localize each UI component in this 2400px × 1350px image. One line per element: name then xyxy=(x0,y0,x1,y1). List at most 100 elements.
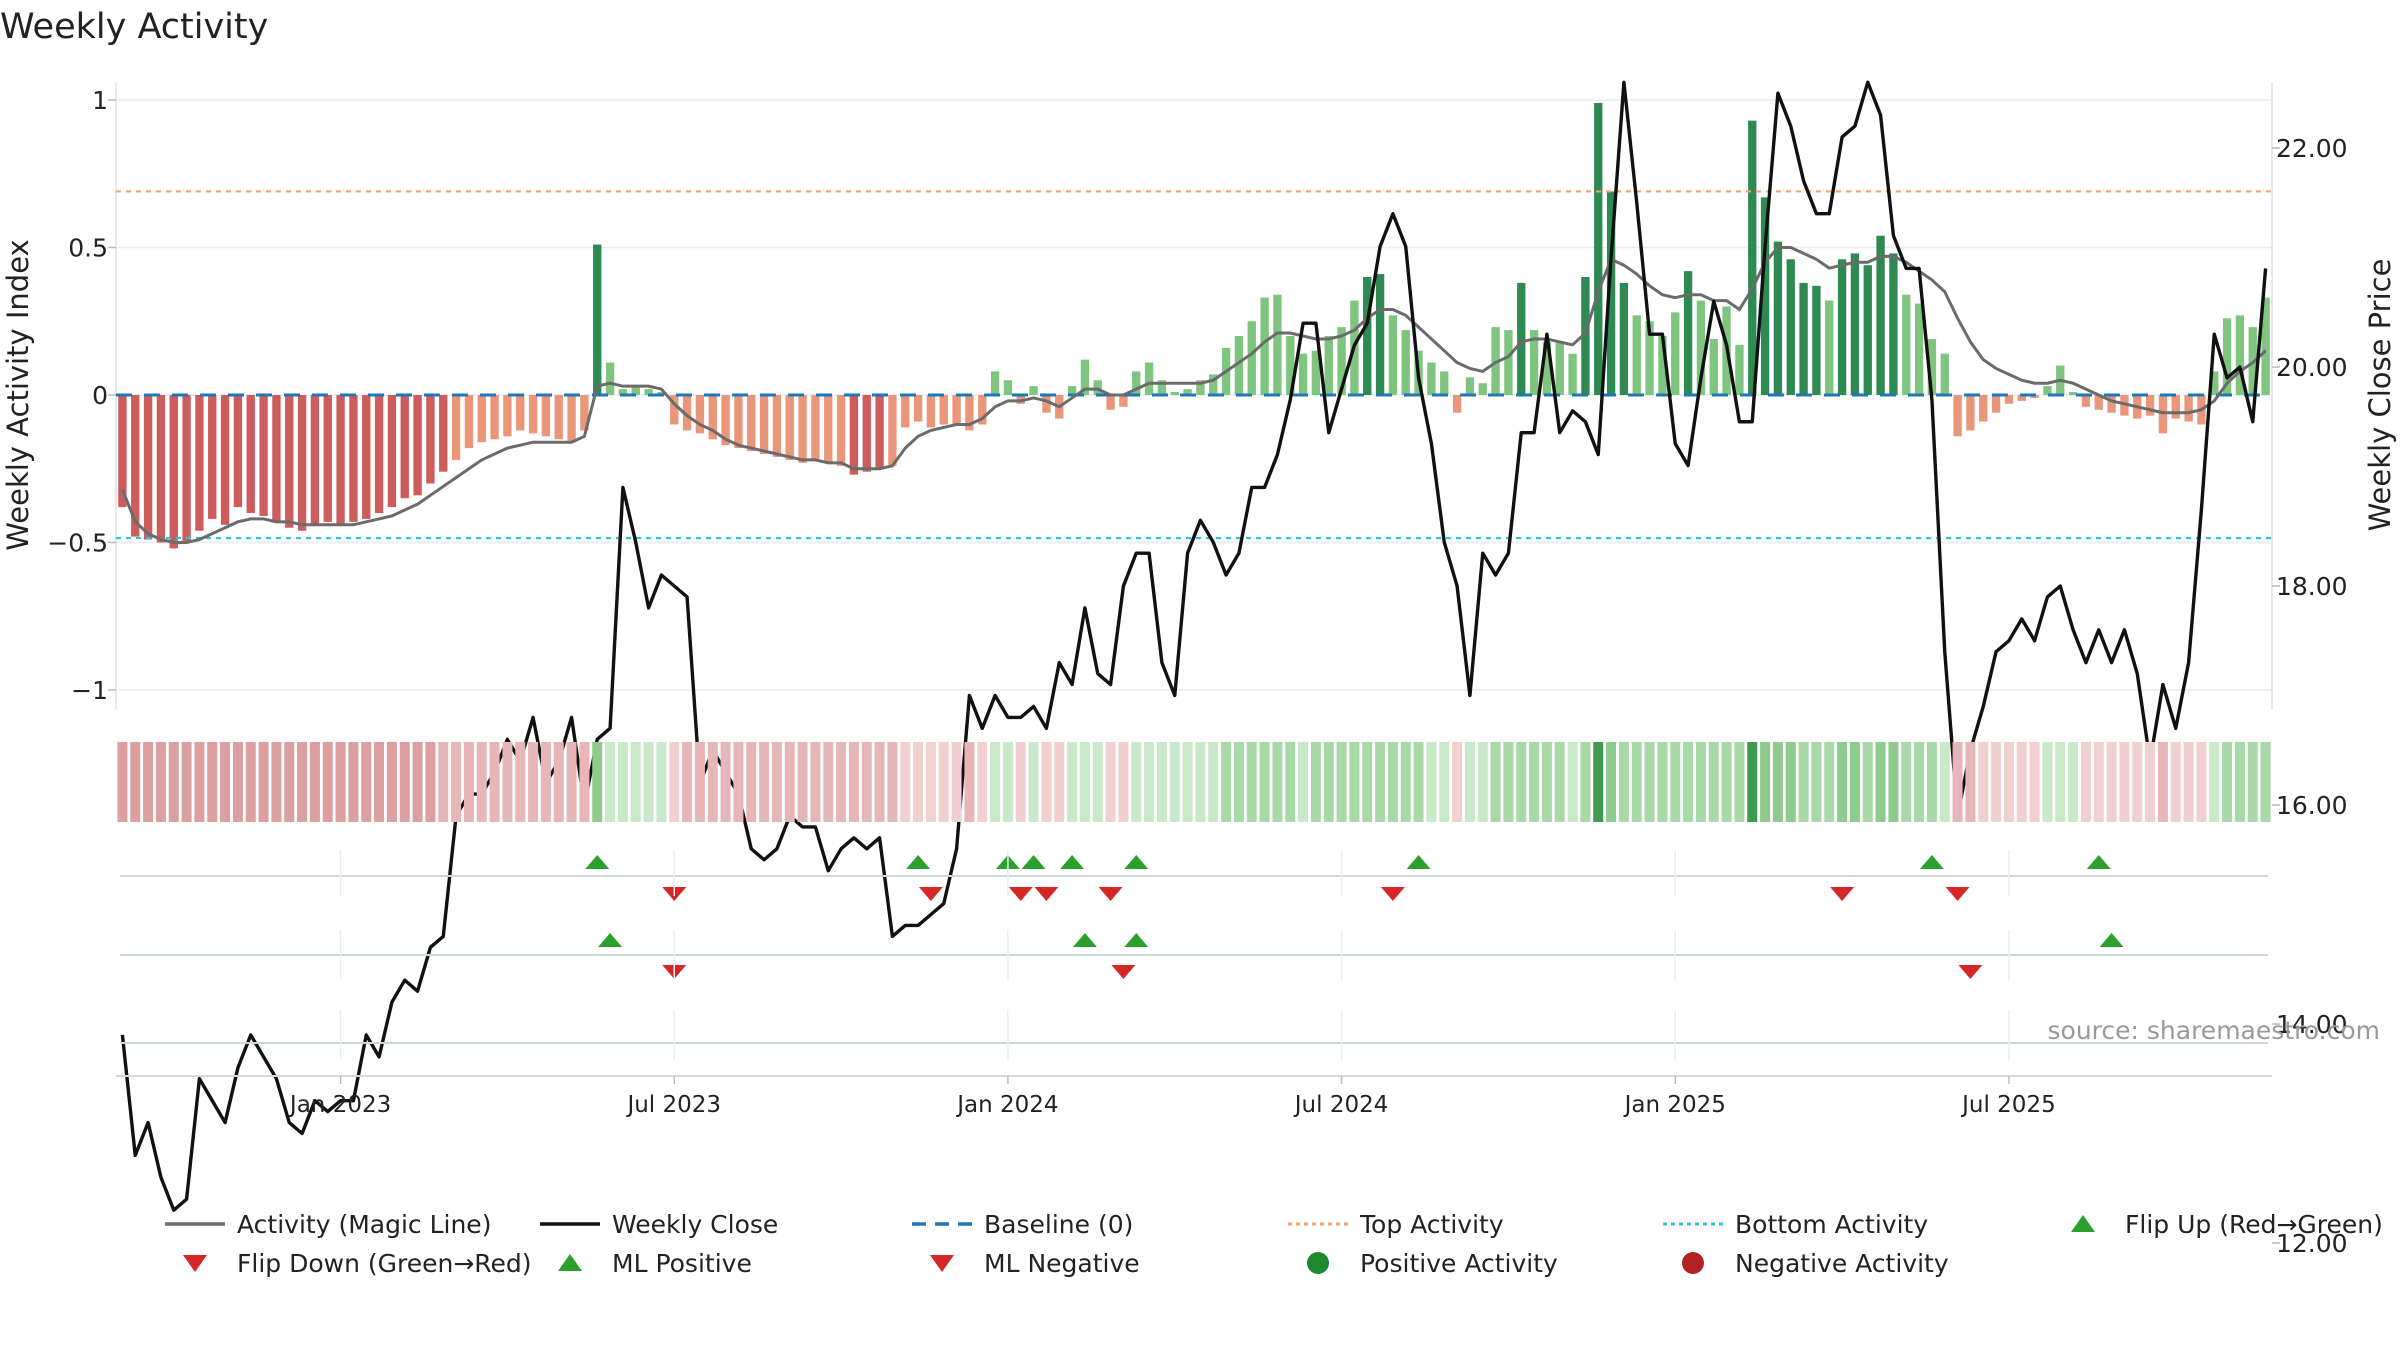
activity-strip-cell xyxy=(1285,742,1296,822)
activity-bar xyxy=(836,395,846,466)
activity-strip-cell xyxy=(617,742,628,822)
y-tick-label: 0.5 xyxy=(68,234,108,263)
activity-strip-cell xyxy=(297,742,308,822)
activity-strip-cell xyxy=(2003,742,2014,822)
activity-bar xyxy=(1029,386,1038,395)
legend-label: Positive Activity xyxy=(1360,1249,1558,1278)
activity-bar xyxy=(169,395,178,549)
x-tick-label: Jul 2023 xyxy=(625,1092,721,1118)
activity-strip-cell xyxy=(1580,742,1591,822)
activity-strip-cell xyxy=(220,742,231,822)
ml-positive-marker xyxy=(598,933,623,947)
activity-bar xyxy=(1850,253,1860,395)
activity-bar xyxy=(1709,338,1718,395)
activity-bar xyxy=(1902,294,1911,395)
activity-strip-cell xyxy=(2042,742,2053,822)
activity-strip-cell xyxy=(1901,742,1912,822)
magic-line xyxy=(121,246,2267,544)
activity-bar xyxy=(2184,395,2193,422)
activity-strip-cell xyxy=(1785,742,1796,822)
activity-bar xyxy=(1799,282,1808,395)
activity-strip-cell xyxy=(2145,742,2156,822)
activity-strip-cell xyxy=(2106,742,2117,822)
activity-strip-cell xyxy=(1336,742,1347,822)
legend-item: Flip Down (Green→Red) xyxy=(183,1249,532,1278)
flip-down-marker xyxy=(1945,887,1970,901)
activity-bar xyxy=(1748,120,1757,396)
x-tick-label: Jul 2024 xyxy=(1293,1092,1389,1118)
legend-label: ML Negative xyxy=(984,1249,1140,1278)
activity-bar xyxy=(374,395,384,513)
activity-bar xyxy=(1247,321,1256,395)
activity-strip-cell xyxy=(476,742,487,822)
activity-strip-cell xyxy=(1670,742,1681,822)
activity-bar xyxy=(1209,374,1218,395)
activity-strip-cell xyxy=(682,742,693,822)
activity-strip-cell xyxy=(771,742,782,822)
activity-bar xyxy=(2068,392,2078,395)
activity-strip-cell xyxy=(810,742,821,822)
activity-strip-cell xyxy=(1683,742,1694,822)
flip-down-marker xyxy=(1830,887,1855,901)
flip-up-marker xyxy=(1919,855,1944,869)
y2-axis-label: Weekly Close Price xyxy=(2363,259,2397,532)
activity-strip-cell xyxy=(669,742,680,822)
activity-bar xyxy=(1529,330,1539,395)
activity-strip-cell xyxy=(1567,742,1578,822)
activity-bar xyxy=(272,395,281,522)
ml-positive-marker xyxy=(1124,933,1149,947)
activity-bar xyxy=(785,395,794,460)
activity-bar xyxy=(439,395,448,472)
activity-strip-cell xyxy=(1541,742,1552,822)
activity-strip-cell xyxy=(1015,742,1026,822)
activity-bar xyxy=(1132,371,1141,395)
activity-bar xyxy=(477,395,486,443)
activity-strip-cell xyxy=(489,742,500,822)
activity-strip-cell xyxy=(1554,742,1565,822)
activity-bar xyxy=(1606,191,1616,395)
activity-strip-cell xyxy=(2183,742,2194,822)
activity-bar xyxy=(2235,315,2245,395)
activity-strip-cell xyxy=(1387,742,1398,822)
activity-bar xyxy=(490,395,499,440)
activity-strip-cell xyxy=(2080,742,2091,822)
activity-bar xyxy=(926,395,936,428)
y2-tick-label: 16.00 xyxy=(2276,791,2348,820)
legend-label: Top Activity xyxy=(1359,1210,1504,1239)
activity-strip-cell xyxy=(656,742,667,822)
activity-bar xyxy=(1953,395,1962,437)
activity-bar xyxy=(1106,395,1115,410)
activity-strip-cell xyxy=(784,742,795,822)
activity-strip-cell xyxy=(2247,742,2258,822)
activity-strip-cell xyxy=(1529,742,1540,822)
activity-strip-cell xyxy=(515,742,526,822)
activity-bar xyxy=(1478,383,1487,395)
activity-strip-cell xyxy=(463,742,474,822)
activity-strip-cell xyxy=(1657,742,1668,822)
activity-strip-cell xyxy=(1760,742,1771,822)
activity-bar xyxy=(759,395,769,454)
activity-strip-cell xyxy=(271,742,282,822)
activity-strip-cell xyxy=(938,742,949,822)
activity-bar xyxy=(875,395,884,469)
activity-bar xyxy=(1504,330,1513,395)
activity-strip-cell xyxy=(553,742,564,822)
activity-bar xyxy=(734,395,743,449)
activity-strip-cell xyxy=(797,742,808,822)
activity-strip-cell xyxy=(207,742,218,822)
activity-bar xyxy=(1298,353,1308,395)
legend-item: Baseline (0) xyxy=(912,1210,1133,1239)
activity-strip-cell xyxy=(913,742,924,822)
activity-strip-cell xyxy=(502,742,513,822)
activity-strip-cell xyxy=(155,742,166,822)
activity-strip-cell xyxy=(2209,742,2220,822)
activity-bar xyxy=(1363,277,1372,395)
activity-strip-cell xyxy=(1593,742,1604,822)
activity-bar xyxy=(1940,353,1949,395)
activity-bar xyxy=(1914,303,1924,395)
activity-strip-cell xyxy=(836,742,847,822)
activity-strip-cell xyxy=(1849,742,1860,822)
activity-strip-cell xyxy=(1516,742,1527,822)
activity-bar xyxy=(1632,315,1641,395)
activity-strip-cell xyxy=(977,742,988,822)
